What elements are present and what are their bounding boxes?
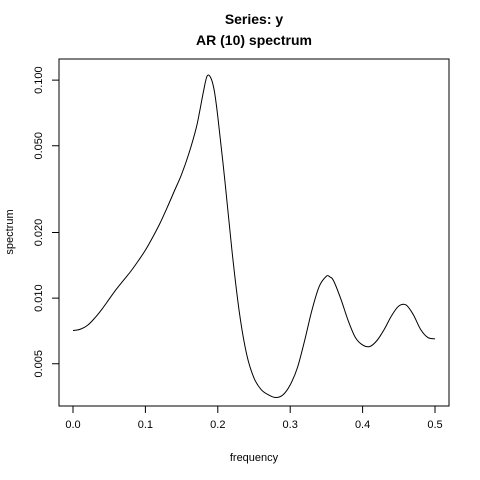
x-tick-label: 0.4: [355, 419, 370, 431]
y-tick-label: 0.010: [33, 284, 45, 312]
y-tick-label: 0.100: [33, 66, 45, 94]
plot-frame: [58, 58, 450, 407]
series-line-spectrum: [72, 74, 436, 399]
x-tick-label: 0.5: [427, 419, 442, 431]
x-tick-label: 0.0: [65, 419, 80, 431]
y-axis: 0.005 0.010 0.020 0.050 0.100: [33, 66, 60, 378]
x-axis: 0.0 0.1 0.2 0.3 0.4 0.5: [65, 405, 443, 431]
x-axis-label: frequency: [230, 452, 279, 464]
chart-subtitle: AR (10) spectrum: [196, 32, 312, 48]
x-tick-label: 0.1: [138, 419, 153, 431]
x-tick-label: 0.3: [283, 419, 298, 431]
x-tick-label: 0.2: [210, 419, 225, 431]
chart-title: Series: y: [225, 11, 284, 27]
y-axis-label: spectrum: [4, 209, 16, 254]
y-tick-label: 0.050: [33, 132, 45, 160]
y-tick-label: 0.005: [33, 350, 45, 378]
series-layer: [72, 74, 436, 399]
y-tick-label: 0.020: [33, 219, 45, 247]
